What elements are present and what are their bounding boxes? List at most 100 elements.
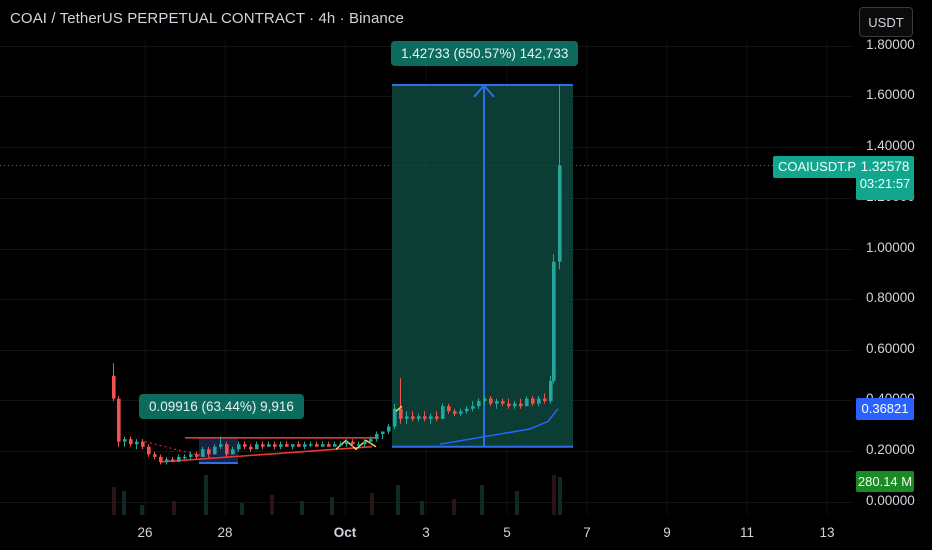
volume-bar — [480, 485, 484, 515]
y-tick-label: 1.40000 — [866, 138, 915, 153]
candle-body — [453, 411, 457, 414]
x-tick-label: 11 — [739, 525, 755, 540]
candle-body — [285, 444, 289, 447]
zigzag-line — [335, 439, 377, 451]
chart-title: COAI / TetherUS PERPETUAL CONTRACT · 4h … — [10, 10, 404, 27]
volume-bar — [330, 497, 334, 515]
candle-body — [369, 439, 373, 442]
x-tick-label: 13 — [819, 525, 835, 540]
symbol-badge: COAIUSDT.P — [773, 156, 862, 178]
volume-bar — [558, 477, 562, 515]
candle-body — [501, 401, 505, 404]
candle-body — [231, 449, 235, 455]
candle-body — [447, 406, 451, 412]
y-tick-label: 0.20000 — [866, 442, 915, 457]
y-tick-label: 1.60000 — [866, 87, 915, 102]
candle-body — [129, 439, 133, 445]
candle-body — [183, 456, 187, 459]
currency-button[interactable]: USDT — [859, 7, 913, 37]
candle-body — [195, 454, 199, 457]
volume-bar — [240, 503, 244, 515]
candle-body — [411, 416, 415, 419]
volume-bar — [204, 475, 208, 515]
candle-body — [483, 398, 487, 402]
y-tick-label: 0.00000 — [866, 493, 915, 508]
candle-body — [333, 444, 337, 447]
volume-bar — [370, 493, 374, 515]
candle-body — [417, 416, 421, 419]
x-tick-label: Oct — [333, 525, 357, 540]
y-tick-label: 0.80000 — [866, 290, 915, 305]
candle-body — [315, 444, 319, 447]
volume-bar — [270, 495, 274, 515]
candle-body — [309, 444, 313, 446]
candle-body — [225, 444, 229, 455]
ma-line — [439, 408, 559, 445]
x-tick-label: 3 — [422, 525, 430, 540]
candle-body — [249, 446, 253, 450]
candle-body — [423, 416, 427, 419]
y-tick-label: 0.60000 — [866, 341, 915, 356]
candle-body — [297, 444, 301, 447]
x-tick-label: 9 — [663, 525, 671, 540]
candle-body — [177, 456, 181, 462]
candle-body — [273, 444, 277, 447]
candle-body — [171, 459, 175, 462]
price-badge-value: 1.32578 — [860, 159, 910, 174]
candle-body — [135, 441, 139, 445]
candle-body — [213, 446, 217, 455]
y-tick-label: 1.80000 — [866, 37, 915, 52]
measure-arrow-head — [473, 83, 495, 98]
volume-bar — [300, 501, 304, 515]
volume-bar — [515, 491, 519, 515]
candle-body — [291, 444, 295, 447]
candle-body — [375, 434, 379, 440]
candle-body — [513, 403, 517, 407]
candle-body — [339, 444, 343, 446]
candle-body — [537, 398, 541, 404]
candle-body — [153, 454, 157, 457]
candle-body — [207, 449, 211, 455]
candle-body — [261, 444, 265, 447]
candle-body — [543, 398, 547, 402]
x-tick-label: 28 — [217, 525, 233, 540]
candle-body — [303, 444, 307, 447]
candle-body — [552, 261, 556, 381]
marker-arrow — [395, 405, 403, 412]
candle-body — [441, 406, 445, 419]
candle-body — [387, 426, 391, 432]
candle-body — [123, 439, 127, 442]
candle-body — [459, 411, 463, 414]
candle-body — [351, 441, 355, 445]
candle-body — [117, 398, 121, 442]
candle-body — [405, 416, 409, 419]
candle-body — [477, 401, 481, 407]
x-tick-label: 7 — [583, 525, 591, 540]
measure-label-small: 0.09916 (63.44%) 9,916 — [139, 394, 304, 419]
x-tick-label: 26 — [137, 525, 153, 540]
x-tick-label: 5 — [503, 525, 511, 540]
candle-body — [345, 441, 349, 445]
candle-body — [381, 431, 385, 435]
candle-body — [429, 416, 433, 419]
candle-body — [471, 406, 475, 409]
candle-body — [393, 408, 397, 427]
candle-body — [507, 403, 511, 407]
candle-body — [201, 449, 205, 457]
candle-body — [327, 444, 331, 447]
ma-value-badge: 0.36821 — [856, 398, 914, 420]
volume-bar — [420, 501, 424, 515]
candle-body — [141, 441, 145, 447]
volume-bar — [140, 505, 144, 515]
candle-body — [435, 416, 439, 419]
volume-badge: 280.14 M — [856, 471, 914, 492]
candle-body — [357, 444, 361, 446]
candle-body — [255, 444, 259, 450]
candle-body — [549, 380, 553, 402]
candle-body — [531, 398, 535, 404]
candle-body — [399, 408, 403, 419]
volume-bar — [112, 487, 116, 515]
countdown-value: 03:21:57 — [859, 176, 911, 191]
